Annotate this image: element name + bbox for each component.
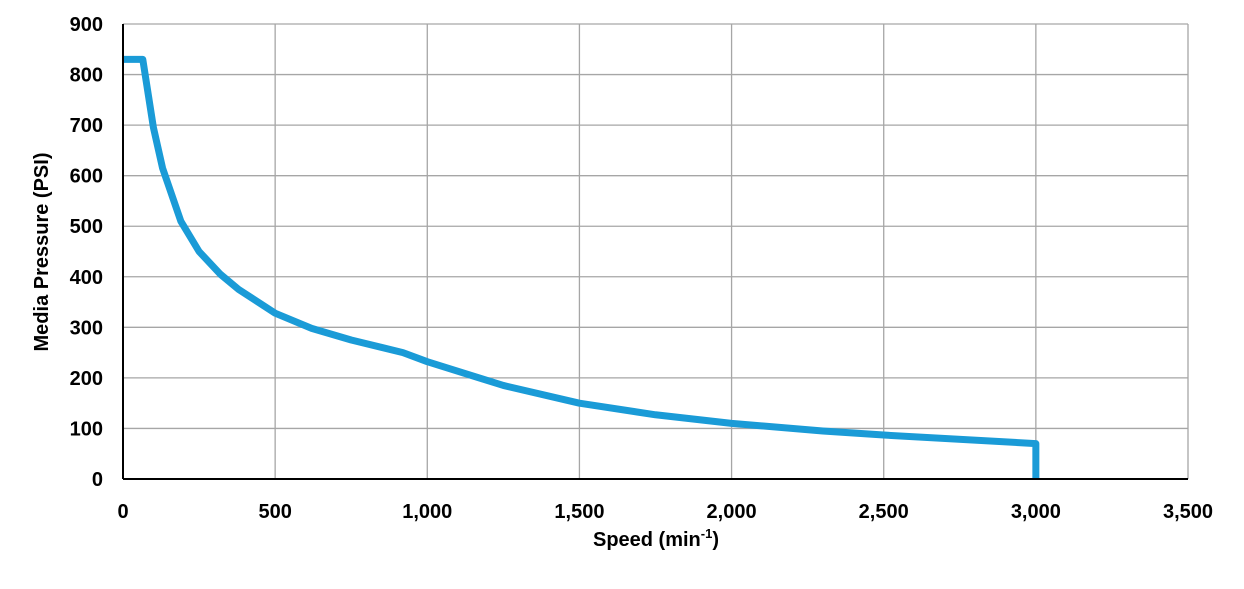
y-tick-label: 200	[70, 368, 103, 390]
y-tick-label: 0	[92, 469, 103, 491]
x-tick-label: 1,500	[554, 501, 604, 523]
x-tick-label: 3,000	[1011, 501, 1061, 523]
plot-area	[123, 55, 1040, 479]
x-tick-label: 3,500	[1163, 501, 1213, 523]
x-tick-label: 1,000	[402, 501, 452, 523]
y-tick-label: 100	[70, 418, 103, 440]
y-axis-label: Media Pressure (PSI)	[31, 153, 53, 352]
y-tick-label: 900	[70, 14, 103, 36]
y-tick-label: 700	[70, 115, 103, 137]
y-tick-label: 800	[70, 65, 103, 87]
axes: 0 100 200 300 400 500 600 700 800 900 0 500 1,000 1,5…	[70, 14, 1213, 523]
x-tick-label: 0	[117, 501, 128, 523]
x-axis-label-suffix: )	[712, 529, 719, 551]
x-axis-label-superscript: -1	[701, 526, 713, 541]
data-line	[123, 55, 1040, 479]
y-tick-label: 600	[70, 166, 103, 188]
x-tick-label: 500	[258, 501, 291, 523]
x-axis-label: Speed (min-1)	[593, 526, 719, 551]
y-tick-label: 400	[70, 267, 103, 289]
y-tick-label: 300	[70, 317, 103, 339]
grid	[122, 23, 1189, 480]
y-tick-label: 500	[70, 216, 103, 238]
x-axis-label-text: Speed (min	[593, 529, 701, 551]
x-tick-label: 2,000	[707, 501, 757, 523]
x-tick-label: 2,500	[859, 501, 909, 523]
